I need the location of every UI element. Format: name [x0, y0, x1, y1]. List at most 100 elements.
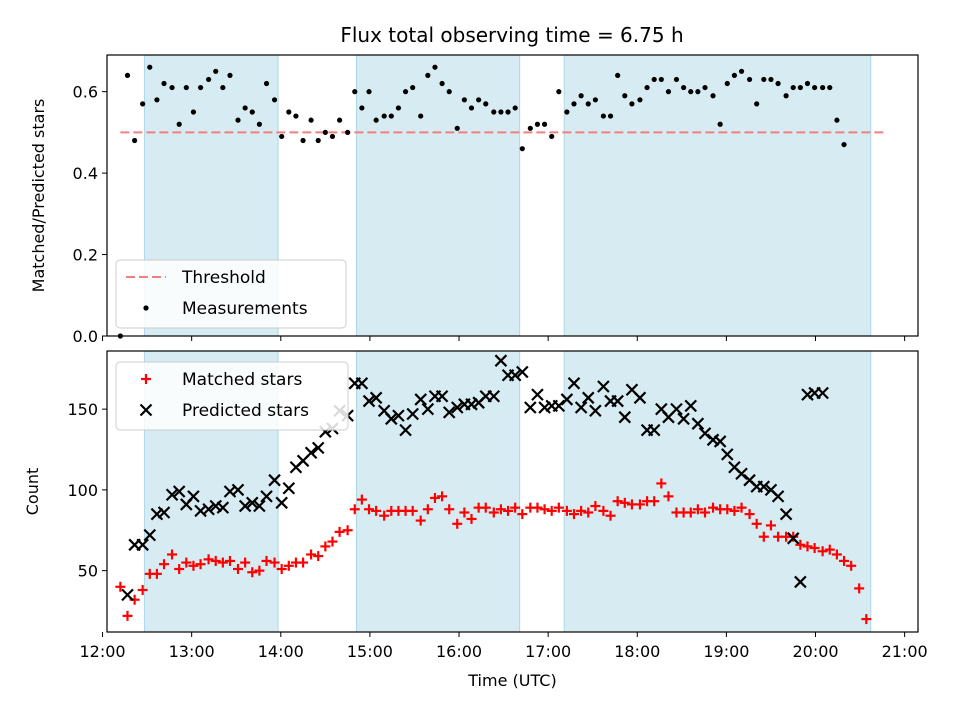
- data-point: [698, 427, 712, 440]
- data-point: [839, 555, 850, 566]
- data-point: [220, 84, 226, 91]
- data-point: [268, 473, 281, 487]
- x-tick-label: 19:00: [703, 642, 749, 661]
- data-point: [677, 412, 690, 426]
- data-point: [275, 496, 288, 510]
- y-tick-label: 0.0: [73, 327, 98, 346]
- x-tick-label: 21:00: [882, 642, 928, 661]
- data-point: [359, 105, 365, 111]
- data-point: [342, 525, 353, 536]
- data-point: [279, 133, 285, 140]
- data-point: [578, 93, 584, 99]
- data-point: [238, 499, 252, 513]
- data-point: [415, 515, 426, 526]
- data-point: [369, 391, 383, 405]
- axes-frame: [106, 350, 919, 633]
- y-axis-label: Count: [23, 468, 42, 516]
- legend-swatch-b: [139, 403, 153, 417]
- x-tick-label: 16:00: [436, 642, 482, 661]
- data-point: [495, 504, 506, 515]
- x-tick-label: 20:00: [792, 642, 838, 661]
- shaded-interval: [563, 54, 872, 337]
- data-point-b: [216, 501, 230, 514]
- data-point: [414, 393, 427, 406]
- data-point: [531, 388, 544, 401]
- data-point: [271, 97, 278, 103]
- data-point-b: [494, 354, 508, 367]
- data-point-b: [625, 383, 639, 397]
- x-tick-label: 17:00: [525, 642, 571, 661]
- data-point: [768, 76, 774, 83]
- data-point: [468, 105, 475, 111]
- data-point: [124, 72, 131, 78]
- data-point: [738, 68, 745, 74]
- data-point: [366, 89, 372, 95]
- data-point: [607, 113, 614, 119]
- data-point: [242, 105, 248, 111]
- shaded-interval: [563, 350, 872, 633]
- data-point-b: [677, 412, 690, 426]
- data-point: [560, 393, 574, 406]
- x-tick-label: 14:00: [258, 642, 304, 661]
- data-point-b: [531, 388, 544, 401]
- data-point-b: [691, 417, 705, 430]
- data-point: [283, 560, 294, 571]
- data-point-b: [194, 504, 207, 518]
- data-point: [249, 109, 255, 115]
- legend: Matched stars Predicted stars: [115, 361, 349, 431]
- data-point-b: [143, 528, 157, 542]
- data-point: [334, 526, 345, 537]
- data-point: [517, 509, 528, 520]
- data-point: [841, 141, 847, 148]
- data-point: [571, 101, 577, 107]
- data-point: [834, 117, 840, 123]
- data-point: [187, 490, 200, 503]
- legend-label: Threshold: [181, 268, 266, 288]
- data-point: [615, 72, 621, 78]
- data-point: [188, 560, 199, 571]
- data-point: [132, 137, 138, 144]
- data-point: [612, 496, 623, 507]
- data-point: [235, 117, 241, 123]
- data-point: [854, 583, 865, 594]
- data-point: [349, 504, 360, 515]
- data-point: [783, 93, 789, 99]
- data-point-b: [487, 389, 501, 403]
- data-point: [167, 549, 178, 560]
- data-point: [757, 480, 771, 493]
- data-point: [691, 417, 705, 430]
- data-point: [592, 97, 598, 103]
- data-point: [313, 551, 324, 562]
- legend-box: [115, 259, 347, 329]
- data-point: [345, 129, 351, 135]
- data-point: [583, 507, 594, 518]
- data-point: [263, 80, 270, 87]
- data-point: [388, 113, 394, 119]
- data-point: [136, 538, 149, 552]
- data-point: [524, 401, 537, 414]
- data-point: [622, 93, 628, 99]
- data-point-b: [187, 490, 200, 503]
- data-point: [670, 402, 683, 416]
- y-axis-label: Matched/Predicted stars: [29, 99, 48, 293]
- legend: Threshold Measurements: [115, 259, 347, 329]
- data-point: [190, 109, 197, 115]
- data-point: [406, 407, 419, 421]
- data-point: [494, 354, 508, 367]
- data-point-b: [202, 502, 215, 516]
- data-point: [161, 80, 167, 87]
- data-point: [816, 386, 829, 400]
- data-point: [169, 84, 175, 91]
- data-point: [143, 528, 157, 542]
- data-point-b: [282, 481, 296, 495]
- data-point: [534, 121, 541, 127]
- data-point-b: [794, 575, 807, 589]
- data-point-b: [655, 402, 668, 416]
- legend-swatch: [141, 374, 151, 384]
- data-point: [217, 557, 228, 568]
- data-point-b: [684, 399, 698, 413]
- data-point-b: [589, 404, 602, 418]
- data-point-b: [362, 394, 376, 408]
- data-point: [634, 499, 645, 510]
- data-point: [181, 557, 192, 568]
